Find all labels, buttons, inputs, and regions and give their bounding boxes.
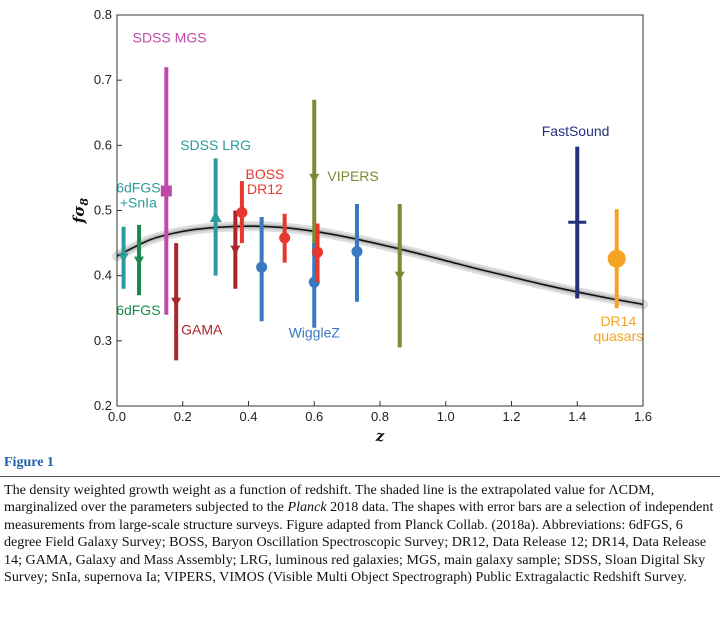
measurement-point [279, 213, 291, 263]
survey-label-line: GAMA [181, 321, 223, 337]
x-tick-label: 0.4 [239, 409, 257, 424]
measurement-point [256, 217, 268, 322]
survey-label: 6dFGS [116, 302, 160, 318]
model-curve-layer [112, 221, 648, 310]
y-tick-label: 0.2 [94, 398, 112, 413]
measurement-point [236, 181, 248, 244]
survey-label-line: 6dFGS [116, 179, 160, 195]
model-curve-band [112, 221, 648, 310]
circle-marker [312, 246, 324, 258]
figure-caption: The density weighted growth weight as a … [4, 482, 718, 586]
x-tick-label: 0.8 [371, 409, 389, 424]
x-axis-label: z [375, 427, 385, 445]
y-tick-label: 0.5 [94, 203, 112, 218]
circle-marker [236, 206, 248, 218]
y-axis-label: fσ8 [70, 198, 91, 225]
y-tick-label: 0.6 [94, 137, 112, 152]
survey-label: SDSS LRG [180, 137, 251, 153]
survey-label-line: FastSound [542, 123, 610, 139]
x-tick-label: 0.6 [305, 409, 323, 424]
measurements-layer [118, 67, 626, 361]
y-tick-label: 0.8 [94, 7, 112, 22]
triangle-down-marker [171, 297, 182, 307]
x-tick-label: 0.0 [108, 409, 126, 424]
measurement-point [568, 146, 587, 299]
measurement-point [118, 226, 129, 289]
caption-part-1: The density weighted growth weight as a … [4, 482, 655, 516]
plot-frame [116, 14, 644, 407]
measurement-point [171, 243, 182, 361]
caption-italic-planck: Planck [287, 499, 327, 516]
y-tick-label: 0.4 [94, 268, 112, 283]
x-tick-label: 1.0 [437, 409, 455, 424]
triangle-down-marker [230, 245, 241, 255]
survey-label-line: DR14 [600, 313, 636, 329]
measurement-point [309, 99, 320, 257]
survey-label-line: 6dFGS [116, 302, 160, 318]
y-tick-label: 0.7 [94, 72, 112, 87]
x-tick-label: 0.2 [174, 409, 192, 424]
x-tick-label: 1.4 [568, 409, 586, 424]
survey-label-line: SDSS MGS [133, 29, 207, 45]
triangle-down-marker [118, 253, 129, 263]
circle-marker [351, 246, 363, 258]
survey-label-line: SDSS LRG [180, 137, 251, 153]
survey-label: BOSS DR12 [245, 166, 284, 197]
axes-layer: 0.0 0.2 0.4 0.6 0.8 1.0 1.2 1.4 1.60.20.30.40.50… [94, 7, 652, 424]
survey-label: GAMA [181, 321, 223, 337]
measurement-point [209, 158, 222, 276]
survey-label: DR14 quasars [593, 313, 643, 344]
survey-label-line: BOSS [245, 166, 284, 182]
measurement-point [312, 223, 324, 283]
measurement-point [134, 224, 145, 296]
survey-label: FastSound [542, 123, 610, 139]
survey-label: 6dFGS +SnIa [116, 179, 160, 210]
figure-title: Figure 1 [4, 455, 54, 470]
measurement-point [607, 209, 626, 309]
y-tick-label: 0.3 [94, 333, 112, 348]
survey-label-line: DR12 [247, 181, 283, 197]
survey-label-line: VIPERS [327, 168, 378, 184]
survey-label: VIPERS [327, 168, 378, 184]
survey-label-line: quasars [593, 328, 643, 344]
survey-label: SDSS MGS [133, 29, 207, 45]
figure-title-rule [0, 476, 720, 477]
triangle-down-marker [134, 256, 145, 266]
triangle-up-marker [209, 211, 222, 223]
survey-label-line: +SnIa [120, 194, 157, 210]
y-axis-label-sub: 8 [78, 198, 91, 206]
x-tick-label: 1.2 [502, 409, 520, 424]
measurement-point [351, 203, 363, 302]
triangle-down-marker [394, 271, 405, 281]
caption-part-2: 2018 data. The shapes with error bars ar… [4, 499, 714, 586]
svg-text:fσ8: fσ8 [70, 198, 91, 225]
survey-label: WiggleZ [289, 325, 341, 341]
measurement-point [160, 67, 172, 315]
square-marker [160, 185, 172, 197]
triangle-down-marker [309, 173, 320, 183]
circle-marker [279, 232, 291, 244]
large-circle-marker [607, 249, 626, 268]
survey-label-line: WiggleZ [289, 325, 341, 341]
measurement-point [394, 203, 405, 348]
x-tick-label: 1.6 [634, 409, 652, 424]
measurement-point [230, 210, 241, 289]
model-curve-line [116, 225, 644, 306]
y-axis-label-main: fσ [70, 205, 88, 224]
circle-marker [256, 261, 268, 273]
